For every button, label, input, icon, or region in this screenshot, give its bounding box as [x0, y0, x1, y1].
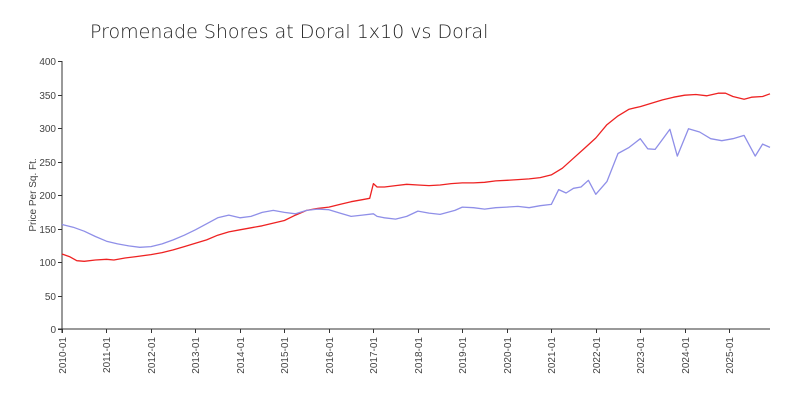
x-tick-label: 2023-01: [636, 337, 647, 374]
y-tick-label: 250: [39, 158, 56, 169]
y-tick-label: 0: [50, 325, 56, 336]
x-tick-label: 2025-01: [725, 337, 736, 374]
x-tick-label: 2018-01: [414, 337, 425, 374]
series-line-2: [61, 128, 771, 248]
x-tick-label: 2011-01: [102, 337, 113, 373]
x-tick-label: 2017-01: [369, 337, 380, 374]
y-tick-label: 200: [39, 191, 56, 202]
x-tick-label: 2020-01: [503, 337, 514, 374]
chart-title: Promenade Shores at Doral 1x10 vs Doral: [90, 21, 488, 43]
axes: 0 50 100 150 200 250 300 350 400 2010-01 2011-01 20…: [39, 57, 770, 374]
series-layer: [61, 92, 771, 262]
x-tick-label: 2014-01: [236, 337, 247, 374]
x-tick-label: 2024-01: [681, 337, 692, 374]
x-tick-label: 2012-01: [147, 337, 158, 374]
x-tick-label: 2010-01: [58, 337, 69, 374]
y-tick-label: 350: [39, 91, 56, 102]
series-line-1: [61, 92, 771, 262]
x-tick-label: 2016-01: [325, 337, 336, 374]
y-tick-label: 400: [39, 57, 56, 68]
y-tick-label: 150: [39, 225, 56, 236]
y-tick-label: 50: [45, 292, 57, 303]
x-tick-label: 2019-01: [458, 337, 469, 374]
x-tick-label: 2021-01: [547, 337, 558, 374]
x-tick-label: 2022-01: [592, 337, 603, 374]
y-tick-label: 100: [39, 258, 56, 269]
y-tick-label: 300: [39, 124, 56, 135]
y-axis-label: Price Per Sq. Ft.: [28, 158, 39, 231]
x-tick-label: 2013-01: [191, 337, 202, 374]
x-tick-label: 2015-01: [280, 337, 291, 374]
